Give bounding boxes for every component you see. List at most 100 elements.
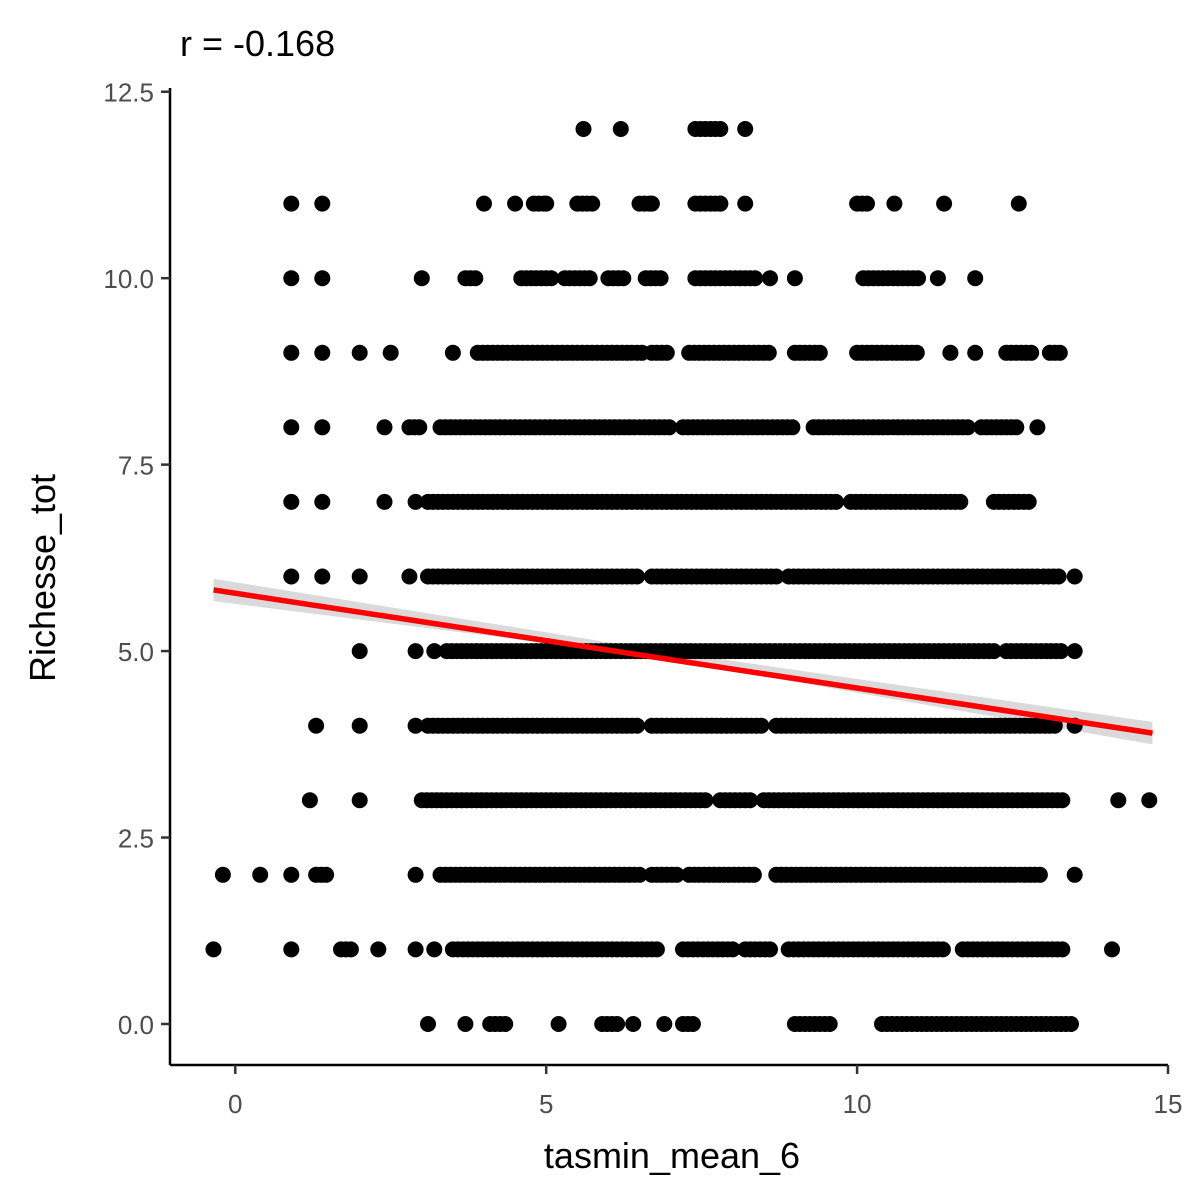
data-point xyxy=(283,419,300,436)
axes-layer xyxy=(168,88,1168,1067)
data-point xyxy=(382,344,399,361)
data-point xyxy=(967,344,984,361)
data-point xyxy=(376,419,393,436)
data-point xyxy=(959,419,976,436)
data-point xyxy=(308,717,325,734)
data-point xyxy=(283,270,300,287)
data-point xyxy=(351,568,368,585)
data-point xyxy=(1008,419,1025,436)
data-point xyxy=(625,1016,642,1032)
plot-title: r = -0.168 xyxy=(180,23,335,64)
data-point xyxy=(828,493,844,510)
y-tick-label: 7.5 xyxy=(118,451,154,481)
data-point xyxy=(318,866,335,883)
data-point xyxy=(658,344,675,361)
data-point xyxy=(301,792,318,809)
data-point xyxy=(934,941,951,958)
data-point xyxy=(550,1016,567,1032)
x-tick-label: 5 xyxy=(539,1089,553,1119)
data-point xyxy=(1104,941,1120,958)
data-point xyxy=(467,270,484,287)
data-point xyxy=(1054,792,1071,809)
data-point xyxy=(283,195,300,212)
y-tick-label: 2.5 xyxy=(118,824,154,854)
data-point xyxy=(535,195,552,212)
data-point xyxy=(342,941,359,958)
y-axis-title: Richesse_tot xyxy=(22,474,63,682)
data-point xyxy=(1066,568,1083,585)
data-point xyxy=(314,344,331,361)
data-point xyxy=(283,568,300,585)
data-point xyxy=(952,493,969,510)
data-point xyxy=(768,568,785,585)
x-tick-label: 15 xyxy=(1154,1089,1183,1119)
data-point xyxy=(1141,792,1158,809)
data-point xyxy=(584,195,601,212)
data-point xyxy=(351,643,368,660)
data-point xyxy=(784,419,801,436)
x-tick-label: 10 xyxy=(843,1089,872,1119)
data-point xyxy=(615,270,632,287)
y-tick-label: 12.5 xyxy=(103,78,154,108)
data-point xyxy=(314,419,331,436)
data-point xyxy=(742,792,759,809)
data-point xyxy=(407,941,424,958)
data-point xyxy=(314,270,331,287)
data-point xyxy=(745,866,762,883)
data-point xyxy=(214,866,231,883)
data-point xyxy=(457,1016,474,1032)
data-point xyxy=(507,195,524,212)
data-point xyxy=(786,270,803,287)
data-point xyxy=(314,195,331,212)
data-point xyxy=(376,493,393,510)
data-point xyxy=(724,941,741,958)
data-point xyxy=(737,121,754,137)
data-point xyxy=(1029,419,1046,436)
data-point xyxy=(283,493,300,510)
data-point xyxy=(612,121,629,137)
data-point xyxy=(426,941,443,958)
data-point xyxy=(407,643,424,660)
data-point xyxy=(929,270,946,287)
x-tick-label: 0 xyxy=(228,1089,242,1119)
data-point xyxy=(370,941,387,958)
data-point xyxy=(629,717,645,734)
data-point xyxy=(1066,866,1083,883)
data-point xyxy=(314,493,331,510)
data-point xyxy=(762,941,778,958)
data-point xyxy=(1031,866,1048,883)
data-point xyxy=(908,344,925,361)
data-point xyxy=(1050,568,1067,585)
data-point xyxy=(641,195,658,212)
data-point xyxy=(1053,643,1069,660)
data-point xyxy=(747,270,764,287)
data-point xyxy=(407,717,424,734)
trend-line-layer xyxy=(213,587,1153,736)
data-point xyxy=(401,568,418,585)
data-point xyxy=(351,717,368,734)
data-point xyxy=(283,866,300,883)
data-point xyxy=(886,195,903,212)
data-point xyxy=(1046,717,1063,734)
data-point xyxy=(967,270,984,287)
x-axis-ticks: 0 5 10 15 xyxy=(228,1065,1182,1119)
data-point xyxy=(411,419,428,436)
data-point xyxy=(652,270,669,287)
data-point xyxy=(497,1016,514,1032)
trend-line xyxy=(213,587,1153,736)
data-point xyxy=(811,344,828,361)
data-point xyxy=(252,866,269,883)
data-point xyxy=(575,121,592,137)
data-point xyxy=(444,344,461,361)
data-point xyxy=(631,866,648,883)
data-point xyxy=(697,792,714,809)
data-point xyxy=(543,270,560,287)
data-point xyxy=(859,195,875,212)
data-point xyxy=(910,270,926,287)
y-tick-label: 0.0 xyxy=(118,1010,154,1040)
data-point xyxy=(205,941,222,958)
data-point xyxy=(1051,344,1068,361)
data-point xyxy=(656,1016,673,1032)
data-point xyxy=(942,344,959,361)
